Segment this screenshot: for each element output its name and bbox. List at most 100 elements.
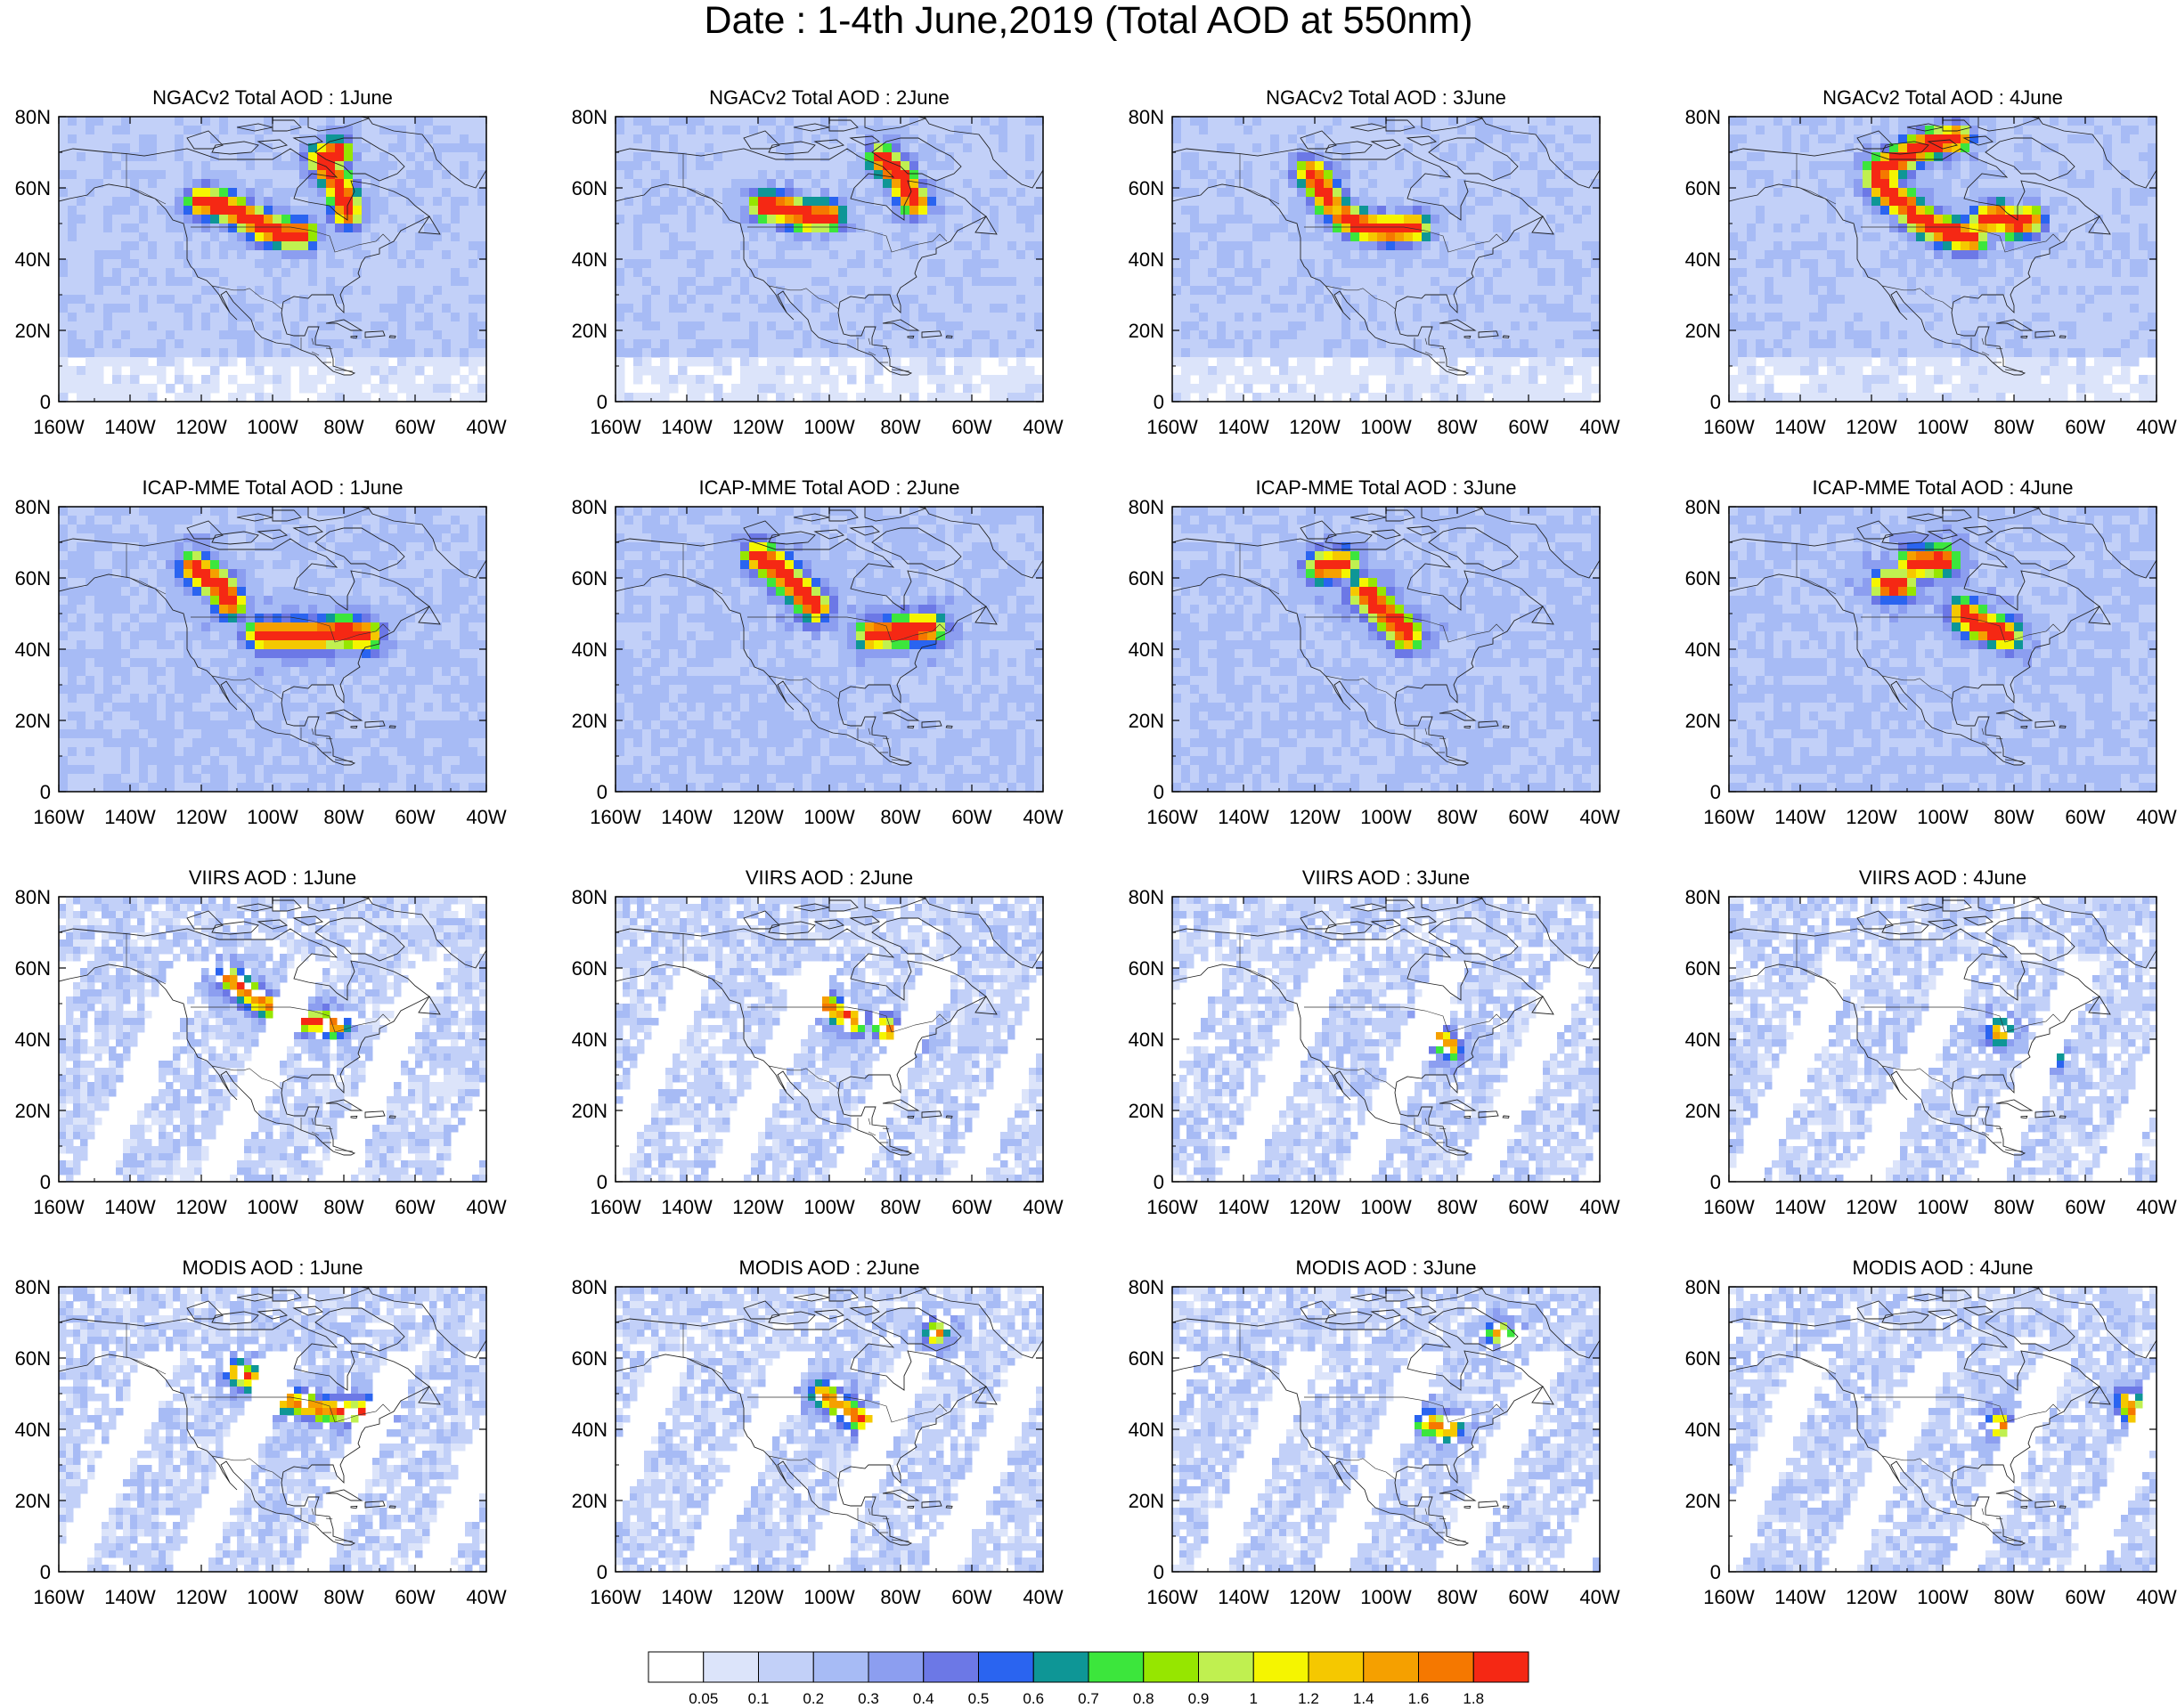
lat-tick-label: 0	[1154, 781, 1164, 803]
map-panel-viirs-day1: VIIRS AOD : 1June 160W 140W 120W 100W 80W 60W 4…	[15, 866, 507, 1218]
colorbar-label: 0.6	[1023, 1690, 1044, 1707]
panel-title: MODIS AOD : 1June	[183, 1257, 363, 1279]
lon-tick-label: 80W	[880, 416, 920, 438]
lat-tick-label: 0	[1154, 1171, 1164, 1193]
figure-title: Date : 1-4th June,2019 (Total AOD at 550…	[0, 0, 2177, 41]
lon-tick-label: 120W	[175, 1586, 227, 1608]
lat-tick-label: 80N	[15, 886, 51, 908]
lat-tick-label: 0	[40, 1171, 51, 1193]
lon-tick-label: 60W	[1508, 1586, 1548, 1608]
lat-tick-label: 20N	[1129, 1100, 1164, 1122]
panel-title: NGACv2 Total AOD : 4June	[1822, 86, 2063, 109]
lat-tick-label: 20N	[15, 710, 51, 732]
lon-tick-label: 80W	[1437, 806, 1477, 828]
colorbar-swatch	[648, 1651, 705, 1683]
colorbar-swatch	[923, 1651, 979, 1683]
lon-tick-label: 120W	[1846, 1586, 1897, 1608]
colorbar-label: 1.2	[1298, 1690, 1319, 1707]
lon-tick-label: 120W	[1846, 1196, 1897, 1218]
lon-tick-label: 80W	[1437, 416, 1477, 438]
lat-tick-label: 40N	[15, 638, 51, 661]
aod-field	[1729, 1287, 2157, 1572]
lon-tick-label: 160W	[1146, 806, 1198, 828]
lat-tick-label: 20N	[572, 1490, 607, 1512]
lon-tick-label: 140W	[104, 806, 156, 828]
lon-tick-label: 60W	[951, 1196, 991, 1218]
map-panel-ngacv2-day1: NGACv2 Total AOD : 1June 160W 140W 120W 100W…	[15, 86, 507, 438]
lat-tick-label: 20N	[15, 1490, 51, 1512]
lat-tick-label: 20N	[1685, 710, 1721, 732]
lat-tick-label: 60N	[15, 957, 51, 980]
lon-tick-label: 140W	[1774, 1586, 1826, 1608]
lon-tick-label: 80W	[880, 1586, 920, 1608]
lon-tick-label: 140W	[1218, 1196, 1269, 1218]
colorbar-swatch	[1308, 1651, 1365, 1683]
lon-tick-label: 60W	[1508, 806, 1548, 828]
lon-tick-label: 140W	[104, 1196, 156, 1218]
lon-tick-label: 160W	[1146, 1196, 1198, 1218]
colorbar-label: 1	[1250, 1690, 1258, 1707]
lon-tick-label: 60W	[2065, 416, 2105, 438]
colorbar-swatch	[978, 1651, 1034, 1683]
lon-tick-label: 160W	[33, 806, 85, 828]
lat-tick-label: 60N	[1685, 1347, 1721, 1370]
lon-tick-label: 120W	[732, 1586, 784, 1608]
lat-tick-label: 60N	[1129, 957, 1164, 980]
lon-tick-label: 140W	[1774, 416, 1826, 438]
lat-tick-label: 0	[597, 781, 607, 803]
lon-tick-label: 120W	[732, 416, 784, 438]
colorbar-label: 0.7	[1078, 1690, 1099, 1707]
aod-field	[1729, 507, 2157, 792]
lat-tick-label: 80N	[15, 106, 51, 128]
colorbar-swatch	[1252, 1651, 1309, 1683]
colorbar-swatch	[1032, 1651, 1089, 1683]
aod-field	[616, 117, 1043, 402]
lon-tick-label: 40W	[466, 1196, 506, 1218]
lon-tick-label: 120W	[1289, 806, 1341, 828]
lon-tick-label: 120W	[175, 806, 227, 828]
lon-tick-label: 160W	[33, 1196, 85, 1218]
panel-title: ICAP-MME Total AOD : 4June	[1812, 476, 2073, 499]
lat-tick-label: 20N	[1129, 710, 1164, 732]
colorbar-label: 0.2	[803, 1690, 824, 1707]
colorbar-label: 1.8	[1463, 1690, 1484, 1707]
lat-tick-label: 0	[40, 781, 51, 803]
aod-field	[1172, 507, 1600, 792]
colorbar-label: 0.3	[858, 1690, 879, 1707]
lon-tick-label: 140W	[661, 1586, 713, 1608]
lon-tick-label: 60W	[1508, 416, 1548, 438]
lon-tick-label: 140W	[1218, 806, 1269, 828]
lat-tick-label: 80N	[572, 1276, 607, 1298]
lat-tick-label: 60N	[1685, 177, 1721, 199]
lon-tick-label: 80W	[1994, 806, 2034, 828]
lat-tick-label: 0	[1154, 1561, 1164, 1583]
lon-tick-label: 140W	[104, 416, 156, 438]
lon-tick-label: 120W	[732, 1196, 784, 1218]
lat-tick-label: 0	[40, 391, 51, 413]
colorbar-label: 0.8	[1133, 1690, 1154, 1707]
lat-tick-label: 60N	[572, 1347, 607, 1370]
lat-tick-label: 0	[40, 1561, 51, 1583]
colorbar-label: 1.4	[1353, 1690, 1374, 1707]
lat-tick-label: 0	[597, 1561, 607, 1583]
lon-tick-label: 40W	[1023, 806, 1063, 828]
lat-tick-label: 60N	[1685, 567, 1721, 590]
lon-tick-label: 140W	[661, 1196, 713, 1218]
lat-tick-label: 20N	[1685, 1490, 1721, 1512]
lon-tick-label: 40W	[2136, 806, 2176, 828]
lon-tick-label: 40W	[2136, 1586, 2176, 1608]
lon-tick-label: 60W	[1508, 1196, 1548, 1218]
lon-tick-label: 40W	[1023, 1586, 1063, 1608]
colorbar-swatch	[703, 1651, 759, 1683]
map-panel-viirs-day3: VIIRS AOD : 3June 160W 140W 120W 100W 80W 60W 4…	[1129, 866, 1620, 1218]
lon-tick-label: 100W	[1360, 806, 1412, 828]
colorbar-label: 0.05	[689, 1690, 718, 1707]
lon-tick-label: 160W	[1146, 416, 1198, 438]
aod-field	[616, 1287, 1043, 1572]
colorbar-label: 0.1	[748, 1690, 770, 1707]
lon-tick-label: 100W	[803, 806, 855, 828]
lon-tick-label: 100W	[247, 1586, 298, 1608]
lat-tick-label: 60N	[15, 1347, 51, 1370]
lon-tick-label: 140W	[661, 806, 713, 828]
